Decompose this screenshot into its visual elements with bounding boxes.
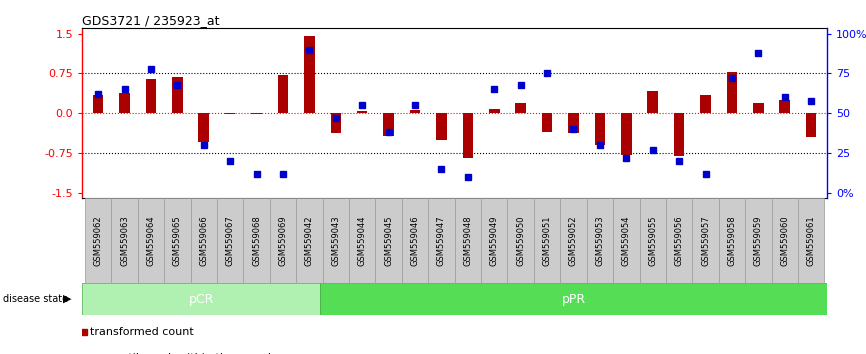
Bar [481, 198, 507, 283]
Bar [806, 113, 817, 137]
Bar [410, 110, 420, 113]
Text: GSM559062: GSM559062 [94, 215, 102, 266]
Bar [701, 95, 711, 113]
Text: transformed count: transformed count [90, 327, 193, 337]
Text: ▶: ▶ [63, 294, 72, 304]
Bar [165, 198, 191, 283]
Text: pCR: pCR [189, 293, 214, 306]
Bar [648, 91, 658, 113]
Text: GSM559048: GSM559048 [463, 215, 472, 266]
Bar [270, 198, 296, 283]
Bar [217, 198, 243, 283]
Text: GSM559060: GSM559060 [780, 215, 789, 266]
Bar [533, 198, 560, 283]
Bar [138, 198, 165, 283]
Text: GSM559054: GSM559054 [622, 216, 630, 266]
Text: percentile rank within the sample: percentile rank within the sample [90, 353, 278, 354]
Text: GSM559051: GSM559051 [543, 216, 552, 266]
Text: pPR: pPR [561, 293, 585, 306]
Bar [225, 113, 236, 114]
Bar [542, 113, 553, 132]
Bar [455, 198, 481, 283]
Bar [462, 113, 473, 159]
Text: GDS3721 / 235923_at: GDS3721 / 235923_at [82, 14, 220, 27]
Bar [779, 100, 790, 113]
Bar [666, 198, 692, 283]
Text: GSM559042: GSM559042 [305, 216, 313, 266]
Bar [798, 198, 824, 283]
Text: GSM559063: GSM559063 [120, 215, 129, 266]
Text: GSM559053: GSM559053 [596, 215, 604, 266]
Bar [191, 198, 217, 283]
Text: disease state: disease state [3, 294, 68, 304]
Text: GSM559049: GSM559049 [490, 216, 499, 266]
Bar [560, 198, 586, 283]
Bar [243, 198, 270, 283]
Bar [568, 113, 578, 133]
Text: GSM559044: GSM559044 [358, 216, 366, 266]
Bar [436, 113, 447, 140]
Bar [674, 113, 684, 156]
Bar [613, 198, 639, 283]
Bar [120, 93, 130, 113]
Text: GSM559059: GSM559059 [754, 216, 763, 266]
Text: GSM559066: GSM559066 [199, 215, 208, 266]
Text: GSM559058: GSM559058 [727, 215, 736, 266]
Text: GSM559056: GSM559056 [675, 215, 683, 266]
Bar [172, 77, 183, 113]
Bar [198, 113, 209, 143]
Bar [639, 198, 666, 283]
Bar [719, 198, 745, 283]
Text: GSM559050: GSM559050 [516, 216, 525, 266]
Bar [595, 113, 605, 145]
Bar [745, 198, 772, 283]
Bar [489, 109, 500, 113]
Bar [621, 113, 631, 155]
Text: GSM559047: GSM559047 [437, 215, 446, 266]
Bar [772, 198, 798, 283]
Text: GSM559052: GSM559052 [569, 216, 578, 266]
Bar [93, 95, 103, 113]
Bar [278, 75, 288, 113]
Bar [753, 103, 764, 113]
Bar [429, 198, 455, 283]
Bar [515, 103, 526, 113]
Bar [727, 72, 737, 113]
Bar [384, 113, 394, 136]
Bar [112, 198, 138, 283]
Bar [251, 113, 262, 114]
Bar [296, 198, 323, 283]
Bar [507, 198, 533, 283]
Bar [692, 198, 719, 283]
Text: GSM559046: GSM559046 [410, 215, 419, 266]
Text: GSM559064: GSM559064 [146, 215, 155, 266]
Bar [331, 113, 341, 133]
Text: GSM559045: GSM559045 [385, 216, 393, 266]
Bar [82, 283, 320, 315]
Bar [376, 198, 402, 283]
Bar [320, 283, 837, 315]
Text: GSM559067: GSM559067 [226, 215, 235, 266]
Bar [586, 198, 613, 283]
Bar [349, 198, 376, 283]
Text: GSM559061: GSM559061 [807, 215, 816, 266]
Text: GSM559055: GSM559055 [649, 216, 657, 266]
Text: GSM559068: GSM559068 [252, 215, 261, 266]
Text: GSM559069: GSM559069 [279, 215, 288, 266]
Text: GSM559057: GSM559057 [701, 215, 710, 266]
Text: GSM559043: GSM559043 [332, 215, 340, 266]
Bar [145, 79, 156, 113]
Bar [304, 36, 314, 113]
Bar [323, 198, 349, 283]
Text: GSM559065: GSM559065 [173, 215, 182, 266]
Bar [85, 198, 112, 283]
Bar [402, 198, 429, 283]
Bar [357, 111, 367, 113]
